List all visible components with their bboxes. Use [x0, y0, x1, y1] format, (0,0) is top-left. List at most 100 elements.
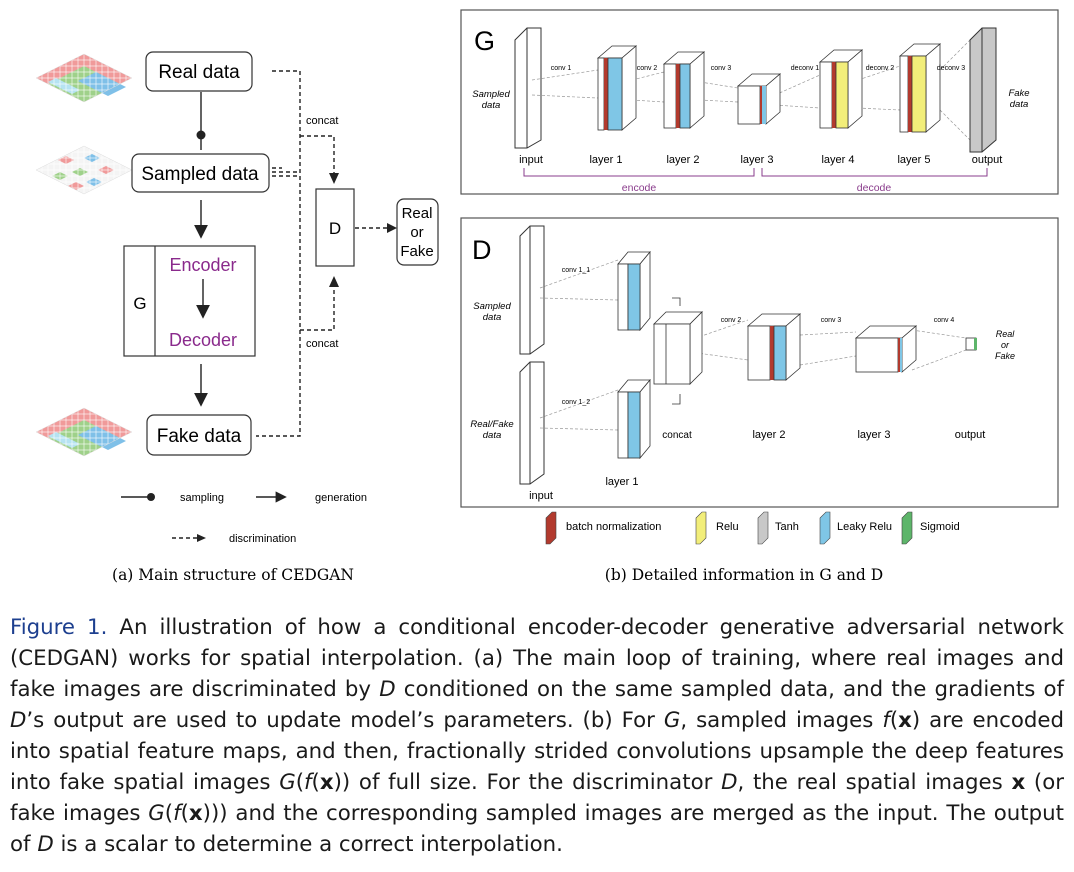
d-layer1-upper-block — [617, 250, 651, 332]
concat-bottom-label: concat — [306, 338, 338, 350]
sampled-data-grid-icon — [35, 145, 133, 195]
d-output-block — [965, 337, 977, 351]
legend-label: Tanh — [775, 521, 799, 533]
g-layer-label: layer 1 — [589, 154, 622, 166]
figure-label: Figure 1. — [10, 615, 108, 640]
panel-b-discriminator: D Sampled data Real/Fake data — [460, 217, 1059, 508]
legend-discrimination: discrimination — [229, 533, 296, 545]
d-out-text3: Fake — [995, 351, 1015, 361]
caption-text: conditioned on the same sampled data, an… — [395, 677, 1064, 702]
caption-text: ’s output are used to update model’s par… — [26, 708, 664, 733]
sampled-data-box — [131, 153, 270, 193]
generator-box — [123, 245, 256, 357]
fake-data-label: Fake data — [157, 426, 242, 447]
g-input-text1: Sampled — [472, 89, 510, 100]
legend-label: Relu — [716, 521, 739, 533]
tanh-swatch: Tanh — [757, 511, 799, 545]
d-out-text2: or — [1001, 340, 1010, 350]
d-op-label: conv 4 — [934, 317, 955, 324]
legend-label: batch normalization — [566, 521, 661, 533]
concat-top-label: concat — [306, 115, 338, 127]
caption-math: f — [304, 770, 312, 795]
caption-math: D — [37, 832, 54, 857]
batch-norm-swatch: batch normalization — [545, 511, 661, 545]
g-op-label: deconv 1 — [791, 65, 820, 72]
caption-text: are encoded into spatial feature maps, a… — [10, 708, 1064, 795]
d-layer3-label: layer 3 — [857, 429, 890, 441]
d-layer1-label: layer 1 — [605, 476, 638, 488]
caption-text: is a scalar to determine a correct inter… — [53, 832, 563, 857]
real-or-fake-line2: or — [410, 224, 423, 241]
figure-caption: Figure 1. An illustration of how a condi… — [10, 615, 1064, 857]
caption-math: f — [882, 708, 890, 733]
caption-math: D — [379, 677, 396, 702]
panel-a: Real data Sampled data G Encoder Decoder… — [35, 51, 439, 584]
d-layer1-lower-block — [617, 378, 651, 460]
encode-label: encode — [622, 182, 657, 194]
g-output-text2: data — [1010, 99, 1029, 110]
legend-label: Sigmoid — [920, 521, 960, 533]
d-layer3-block — [854, 325, 918, 373]
g-op-label: conv 3 — [711, 65, 732, 72]
g-op-label: conv 1 — [551, 65, 572, 72]
d-op-label: conv 1_2 — [562, 399, 591, 406]
fake-data-box — [146, 414, 252, 456]
g-layer1-block — [596, 45, 638, 131]
encoder-label: Encoder — [169, 255, 236, 275]
caption-math: G — [279, 770, 296, 795]
caption-math: D — [10, 708, 27, 733]
caption-math: x — [188, 801, 203, 826]
caption-text: of full size. For the discriminator — [350, 770, 722, 795]
real-or-fake-box — [396, 198, 439, 266]
g-input-text2: data — [482, 100, 501, 111]
d-out-text1: Real — [996, 329, 1016, 339]
d-layer2-label: layer 2 — [752, 429, 785, 441]
real-data-box — [145, 51, 253, 92]
g-layer5-block — [898, 43, 942, 133]
caption-math: f — [173, 801, 181, 826]
discriminator-box — [315, 188, 355, 267]
real-or-fake-line1: Real — [402, 205, 433, 222]
caption-math: x — [898, 708, 912, 733]
d-label: D — [329, 219, 341, 238]
g-layer-label: output — [972, 154, 1003, 166]
figure: Real data Sampled data G Encoder Decoder… — [35, 9, 1059, 584]
d-input-label: input — [529, 490, 553, 502]
g-layer3-block — [736, 73, 782, 125]
d-input2-text2: data — [483, 430, 502, 441]
caption-math: x — [319, 770, 334, 795]
real-or-fake-line3: Fake — [400, 243, 433, 260]
g-layer-label: layer 3 — [740, 154, 773, 166]
d-op-label: conv 3 — [821, 317, 842, 324]
d-op-label: conv 1_1 — [562, 267, 591, 274]
g-layer-label: layer 5 — [897, 154, 930, 166]
panel-b-caption: (b) Detailed information in G and D — [605, 566, 883, 584]
d-layer2-block — [746, 313, 802, 381]
relu-swatch: Relu — [695, 511, 739, 545]
panel-a-caption: (a) Main structure of CEDGAN — [112, 566, 354, 584]
decode-label: decode — [857, 182, 892, 194]
d-title: D — [472, 235, 492, 265]
d-output-label: output — [955, 429, 986, 441]
legend-sampling: sampling — [180, 492, 224, 504]
sigmoid-swatch: Sigmoid — [901, 511, 960, 545]
d-op-label: conv 2 — [721, 317, 742, 324]
caption-math: G — [663, 708, 681, 733]
g-layer4-block — [818, 49, 864, 129]
d-concat-block — [653, 311, 703, 385]
g-layer2-block — [662, 51, 706, 129]
fake-data-grid-icon — [35, 407, 133, 457]
g-output-plane — [969, 27, 997, 153]
decoder-label: Decoder — [169, 330, 237, 350]
g-layer-label: input — [519, 154, 543, 166]
g-op-label: conv 2 — [637, 65, 658, 72]
d-input2-text1: Real/Fake — [470, 419, 513, 430]
g-label: G — [133, 294, 146, 313]
legend-generation: generation — [315, 492, 367, 504]
caption-text: ) and the corresponding sampled images a… — [10, 801, 1064, 857]
legend-label: Leaky Relu — [837, 521, 892, 533]
caption-text: , the real spatial images — [737, 770, 1012, 795]
d-input1-text2: data — [483, 312, 502, 323]
leaky-relu-swatch: Leaky Relu — [819, 511, 892, 545]
d-input1-text1: Sampled — [473, 301, 511, 312]
